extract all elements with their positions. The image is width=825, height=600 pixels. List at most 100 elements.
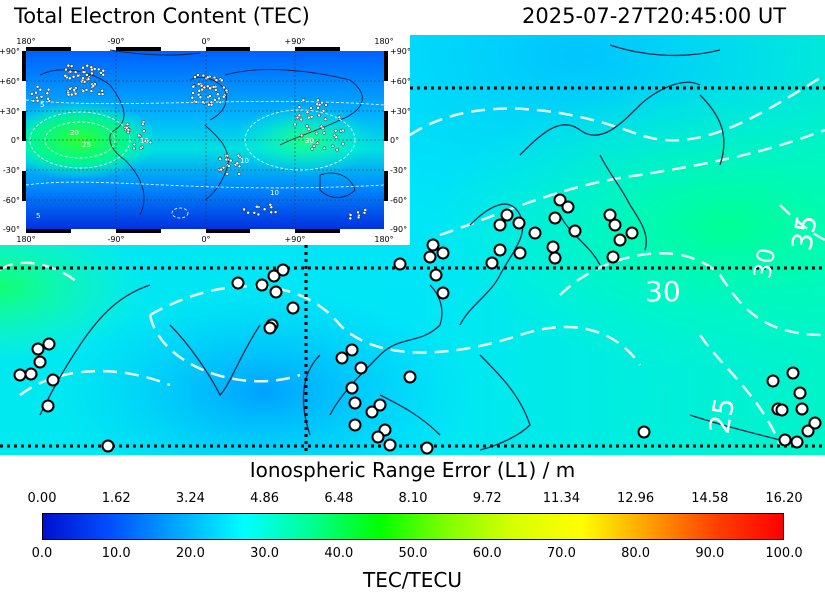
station-marker [13,368,27,382]
colorbar-tick-label: 11.34 [542,491,580,506]
inset-station-marker [334,128,338,133]
inset-station-marker [76,74,80,78]
lat-label: -60° [3,196,20,205]
station-marker [775,403,789,417]
station-marker [548,211,562,225]
inset-station-marker [84,88,89,92]
inset-station-marker [252,211,257,215]
station-marker [637,425,651,439]
inset-station-marker [299,117,303,122]
inset-station-marker [132,142,137,147]
inset-station-marker [213,98,217,102]
inset-station-marker [335,147,339,152]
inset-station-marker [219,167,223,172]
inset-station-marker [191,85,196,89]
lat-label: 0° [390,136,399,145]
inset-station-marker [196,93,201,97]
inset-station-marker [148,140,153,145]
inset-station-marker [305,124,309,128]
station-marker [348,396,362,410]
inset-station-marker [307,115,311,120]
lat-label: +90° [390,47,410,56]
inset-station-marker [96,67,101,72]
inset-station-marker [218,157,222,161]
inset-station-marker [209,102,214,107]
inset-station-markers [30,63,367,221]
lat-label: -30° [3,166,20,175]
inset-station-marker [35,85,40,89]
inset-station-marker [211,85,216,89]
inset-contour-label: 25 [82,141,91,149]
main-tec-map: 30 30 25 35 [0,35,825,455]
inset-station-marker [201,73,206,78]
lon-label: +90° [285,37,306,46]
colorbar-tick-label: 3.24 [175,491,205,506]
contour-label: 30 [748,246,781,281]
lon-label: +90° [285,235,306,244]
inset-station-marker [317,113,321,118]
colorbar-tick-label: 9.72 [472,491,502,506]
inset-station-marker [217,96,221,101]
inset-station-marker [319,124,324,129]
inset-station-marker [73,92,78,96]
lat-label: +60° [0,77,20,86]
inset-station-marker [91,84,96,88]
inset-station-marker [322,146,327,150]
inset-station-marker [66,93,71,97]
station-marker [795,402,809,416]
lat-label: -90° [390,225,407,234]
inset-station-marker [72,88,76,92]
inset-station-marker [31,99,36,103]
inset-station-marker [269,210,273,215]
lon-label: -90° [107,235,124,244]
inset-station-marker [137,133,141,138]
inset-station-marker [100,92,105,96]
station-marker [766,374,780,388]
inset-station-marker [324,103,328,107]
station-marker [335,351,349,365]
inset-station-marker [45,91,49,95]
station-marker [512,216,526,230]
station-marker [436,246,450,260]
inset-station-marker [34,91,38,95]
inset-station-marker [66,63,71,68]
inset-station-marker [322,131,326,135]
inset-station-marker [206,84,210,88]
inset-station-marker [321,109,326,113]
station-marker [493,218,507,232]
station-marker [267,269,281,283]
colorbar-tick-label: 60.0 [472,546,502,561]
station-marker [561,200,575,214]
inset-station-marker [208,94,212,98]
inset-station-marker [293,122,297,127]
inset-station-marker [222,95,226,99]
station-marker [603,208,617,222]
station-marker [808,416,822,430]
station-marker [33,355,47,369]
inset-station-marker [197,89,201,93]
inset-station-marker [71,75,76,79]
inset-station-marker [222,85,226,90]
inset-station-marker [92,67,97,71]
contour-label: 35 [785,212,824,253]
range-error-ticks: 0.00 1.62 3.24 4.86 6.48 8.10 9.72 11.34 12.96 14… [0,491,825,509]
inset-station-marker [30,92,34,96]
station-marker [231,276,245,290]
inset-station-marker [256,212,261,217]
inset-contour-label: 5 [40,101,44,109]
timestamp: 2025-07-27T20:45:00 UT [522,4,787,28]
inset-station-marker [316,98,320,102]
inset-station-marker [295,115,300,120]
inset-station-marker [208,86,212,90]
inset-station-marker [297,105,302,109]
station-marker [546,240,560,254]
colorbar-tick-label: 70.0 [546,546,576,561]
inset-station-marker [193,75,197,79]
station-marker [348,418,362,432]
inset-station-marker [214,88,218,92]
inset-station-marker [199,84,204,88]
inset-station-marker [312,144,316,148]
inset-station-marker [237,172,242,176]
station-marker [426,238,440,252]
colorbar-tick-label: 40.0 [324,546,354,561]
